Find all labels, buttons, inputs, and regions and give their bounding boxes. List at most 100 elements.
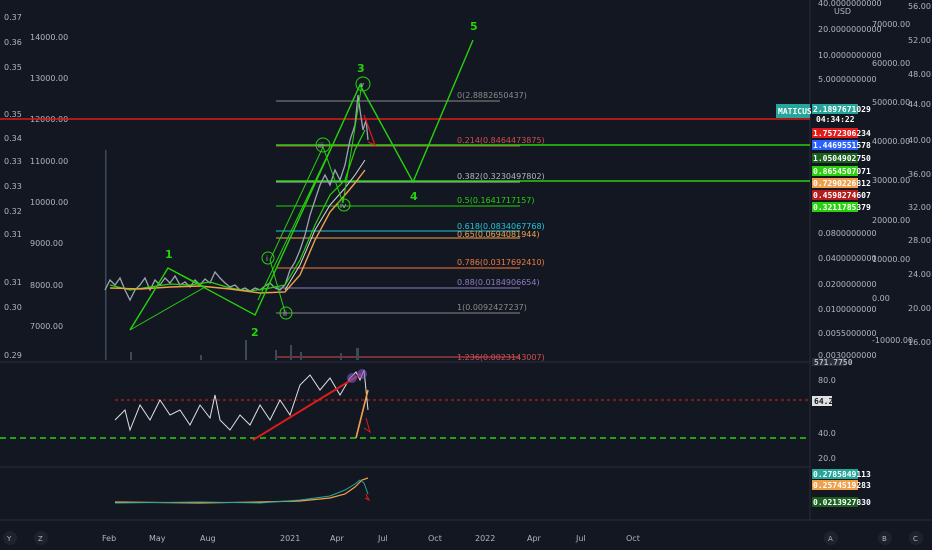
- svg-text:Feb: Feb: [102, 534, 116, 543]
- svg-text:0.33: 0.33: [4, 182, 22, 191]
- macd-pane[interactable]: 0.2785849113 0.2574519283 0.0213927830: [114, 469, 871, 507]
- svg-text:Jul: Jul: [575, 534, 586, 543]
- red-arrow[interactable]: [363, 114, 377, 147]
- fib-label-0786: 0.786(0.0317692410): [457, 258, 545, 267]
- fib-label-0214: 0.214(0.8464473875): [457, 136, 545, 145]
- svg-text:Jul: Jul: [377, 534, 388, 543]
- svg-text:May: May: [149, 534, 166, 543]
- svg-text:10.0000000000: 10.0000000000: [818, 51, 882, 60]
- svg-text:60000.00: 60000.00: [872, 59, 910, 68]
- svg-text:20000.00: 20000.00: [872, 216, 910, 225]
- svg-text:52.00: 52.00: [908, 36, 931, 45]
- fib-label-1236: 1.236(0.0023143007): [457, 353, 545, 362]
- svg-text:9000.00: 9000.00: [30, 239, 63, 248]
- svg-text:0.0200000000: 0.0200000000: [818, 280, 877, 289]
- svg-text:0.2785849113: 0.2785849113: [813, 470, 871, 479]
- svg-text:2.1897671029: 2.1897671029: [813, 105, 871, 114]
- subwave-label-v: v: [360, 81, 364, 89]
- svg-text:0.30: 0.30: [4, 303, 22, 312]
- fib-label-0618: 0.618(0.0834067768): [457, 222, 545, 231]
- svg-text:0.35: 0.35: [4, 63, 22, 72]
- svg-text:1.0504902750: 1.0504902750: [813, 154, 871, 163]
- svg-text:13000.00: 13000.00: [30, 74, 68, 83]
- svg-text:2021: 2021: [280, 534, 300, 543]
- far-right-axis: 56.00 52.00 48.00 44.00 40.00 36.00 32.0…: [908, 2, 931, 347]
- fib-label-0382: 0.382(0.3230497802): [457, 172, 545, 181]
- svg-text:-10000.00: -10000.00: [872, 336, 913, 345]
- svg-text:0.31: 0.31: [4, 278, 22, 287]
- svg-text:36.00: 36.00: [908, 170, 931, 179]
- wave-1-triangle[interactable]: [129, 267, 207, 331]
- svg-text:40.0000000000: 40.0000000000: [818, 0, 882, 8]
- svg-text:0.3211785379: 0.3211785379: [813, 203, 871, 212]
- ma-line-orange: [109, 169, 366, 294]
- svg-text:Apr: Apr: [330, 534, 345, 543]
- wave-labels: 1 2 3 4 5 i ii iii iv v: [165, 20, 478, 339]
- price-tags: 2.1897671029 04:34:22 1.7572306234 1.446…: [812, 104, 871, 367]
- svg-text:0.29: 0.29: [4, 351, 22, 360]
- fib-label-05: 0.5(0.1641717157): [457, 196, 535, 205]
- svg-text:20.0000000000: 20.0000000000: [818, 25, 882, 34]
- svg-text:0.4598274607: 0.4598274607: [813, 191, 871, 200]
- channel-line[interactable]: [257, 149, 331, 301]
- svg-text:80.0: 80.0: [818, 376, 836, 385]
- svg-text:0.0800000000: 0.0800000000: [818, 229, 877, 238]
- corner-button-y: Y: [6, 535, 12, 543]
- rsi-tag: 64.2: [814, 397, 833, 406]
- corner-button-a: A: [828, 535, 833, 543]
- svg-text:8000.00: 8000.00: [30, 281, 63, 290]
- svg-text:10000.00: 10000.00: [30, 198, 68, 207]
- svg-text:0.2574519283: 0.2574519283: [813, 481, 871, 490]
- fib-label-1: 1(0.0092427237): [457, 303, 527, 312]
- wave-label-4: 4: [410, 190, 418, 203]
- svg-text:56.00: 56.00: [908, 2, 931, 11]
- time-axis: Feb May Aug 2021 Apr Jul Oct 2022 Apr Ju…: [102, 534, 640, 543]
- corner-button-c: C: [913, 535, 918, 543]
- rsi-trendline: [252, 373, 362, 441]
- svg-text:20.0: 20.0: [818, 454, 836, 463]
- corner-buttons[interactable]: Y Z A B C: [3, 531, 923, 545]
- left-axis-top-label: 0.37: [4, 13, 22, 22]
- subwave-path[interactable]: [269, 82, 363, 313]
- svg-text:1.7572306234: 1.7572306234: [813, 129, 871, 138]
- svg-text:0.31: 0.31: [4, 230, 22, 239]
- svg-text:7000.00: 7000.00: [30, 322, 63, 331]
- fib-retracement[interactable]: 0(2.8882650437) 0.214(0.8464473875) 0.38…: [276, 91, 545, 362]
- svg-text:0.0030000000: 0.0030000000: [818, 351, 877, 360]
- svg-text:0.36: 0.36: [4, 38, 22, 47]
- svg-text:20.00: 20.00: [908, 304, 931, 313]
- countdown: 04:34:22: [816, 115, 855, 124]
- svg-text:0.00: 0.00: [872, 294, 890, 303]
- symbol-tag[interactable]: MATICUSD: [776, 104, 817, 118]
- svg-text:50000.00: 50000.00: [872, 98, 910, 107]
- rsi-line: [114, 369, 369, 432]
- svg-text:0.34: 0.34: [4, 134, 22, 143]
- wave-label-5: 5: [470, 20, 478, 33]
- svg-text:40.00: 40.00: [908, 136, 931, 145]
- ma-line-white: [284, 159, 366, 291]
- svg-text:48.00: 48.00: [908, 70, 931, 79]
- rsi-pane[interactable]: 80.0 64.2 40.0 20.0: [0, 369, 836, 463]
- svg-text:10000.00: 10000.00: [872, 255, 910, 264]
- subwave-label-ii: ii: [283, 310, 287, 318]
- svg-text:0.0100000000: 0.0100000000: [818, 305, 877, 314]
- svg-text:Oct: Oct: [428, 534, 442, 543]
- svg-text:1.4469551578: 1.4469551578: [813, 141, 871, 150]
- left-axis: 0.37 0.36 0.35 0.35 0.34 0.33 0.33 0.32 …: [4, 13, 22, 360]
- svg-text:0.0213927830: 0.0213927830: [813, 498, 871, 507]
- svg-text:Aug: Aug: [200, 534, 216, 543]
- svg-text:0.8654507071: 0.8654507071: [813, 167, 871, 176]
- svg-text:11000.00: 11000.00: [30, 157, 68, 166]
- symbol-label: MATICUSD: [778, 107, 817, 116]
- svg-text:5.0000000000: 5.0000000000: [818, 75, 877, 84]
- svg-text:14000.00: 14000.00: [30, 33, 68, 42]
- svg-text:32.00: 32.00: [908, 203, 931, 212]
- currency-label: USD: [834, 7, 851, 16]
- fib-label-065: 0.65(0.0694081944): [457, 230, 540, 239]
- svg-text:28.00: 28.00: [908, 236, 931, 245]
- svg-text:2022: 2022: [475, 534, 495, 543]
- fib-label-088: 0.88(0.0184906654): [457, 278, 540, 287]
- svg-text:0.35: 0.35: [4, 110, 22, 119]
